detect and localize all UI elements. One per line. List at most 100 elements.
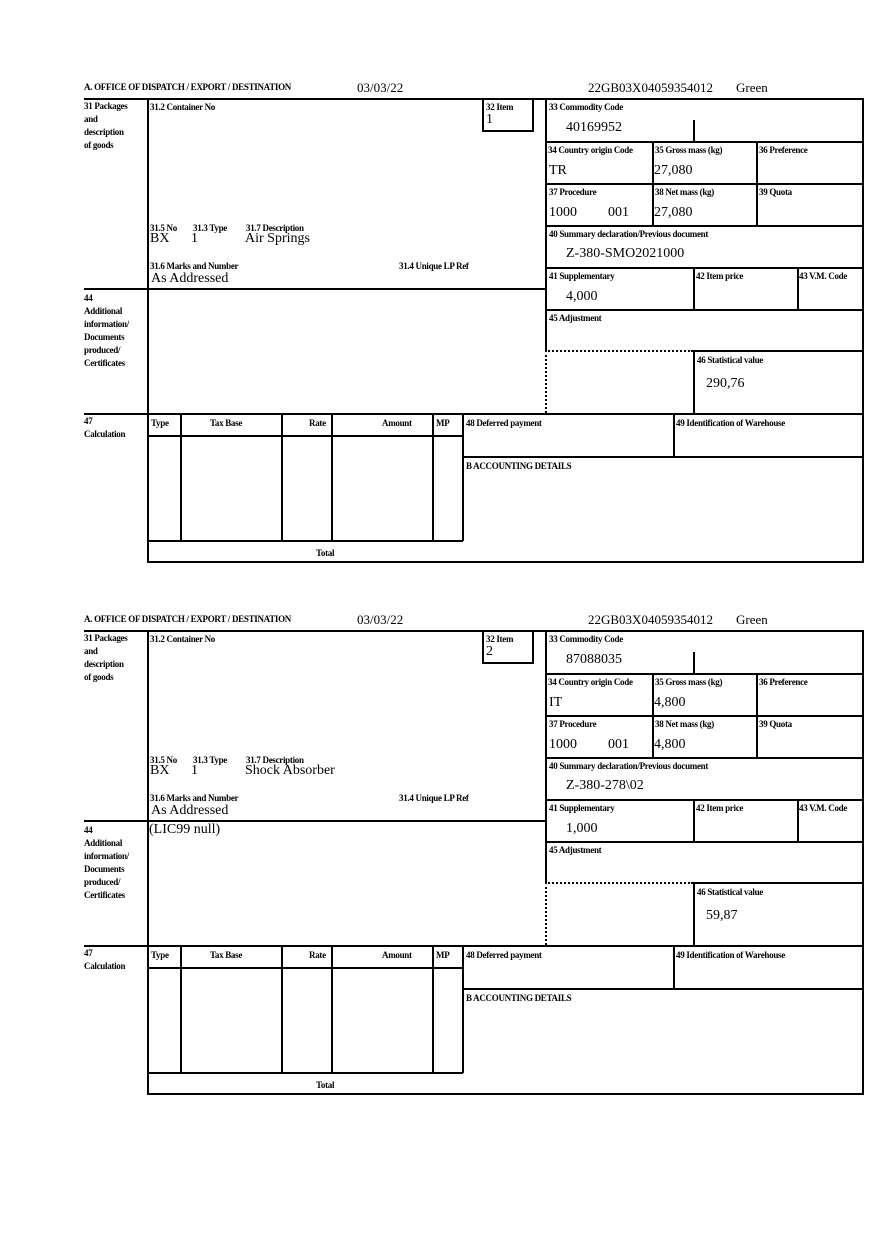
marks-value: As Addressed — [151, 271, 229, 286]
gross-mass-label: 35 Gross mass (kg) — [655, 145, 723, 155]
divider — [693, 350, 862, 352]
divider — [545, 267, 862, 269]
divider — [545, 309, 862, 311]
divider — [862, 630, 864, 1095]
procedure-value: 1000 — [549, 737, 577, 752]
preference-label: 36 Preference — [759, 145, 808, 155]
label-line: produced/ — [84, 345, 121, 355]
calc-col-type: Type — [151, 950, 169, 960]
divider — [693, 799, 695, 841]
label-line: and — [84, 646, 98, 656]
divider — [84, 288, 546, 290]
label-line: description — [84, 127, 124, 137]
label-line: produced/ — [84, 877, 121, 887]
divider — [180, 413, 182, 541]
statistical-value: 59,87 — [706, 908, 738, 923]
item-value: 2 — [486, 644, 493, 659]
net-mass-label: 38 Net mass (kg) — [655, 719, 714, 729]
calc-col-rate: Rate — [309, 418, 326, 428]
item-price-label: 42 Item price — [696, 271, 744, 281]
procedure-ext-value: 001 — [608, 737, 629, 752]
marks-label: 31.6 Marks and Number — [150, 793, 239, 803]
no-label: 31.5 No — [150, 223, 177, 233]
divider — [756, 673, 758, 757]
net-mass-value: 27,080 — [654, 205, 693, 220]
divider — [652, 673, 654, 757]
warehouse-label: 49 Identification of Warehouse — [676, 418, 785, 428]
divider — [545, 757, 862, 759]
supplementary-label: 41 Supplementary — [549, 271, 615, 281]
package-kind-value: BX — [150, 231, 170, 246]
label-line: of goods — [84, 672, 114, 682]
customs-declaration-form: A. OFFICE OF DISPATCH / EXPORT / DESTINA… — [0, 78, 882, 578]
label-line: and — [84, 114, 98, 124]
divider — [147, 1093, 864, 1095]
unique-lp-ref-label: 31.4 Unique LP Ref — [399, 261, 469, 271]
item-label: 32 Item — [486, 102, 514, 112]
divider — [545, 841, 862, 843]
type-label: 31.3 Type — [193, 223, 227, 233]
label-line: Certificates — [84, 358, 125, 368]
divider — [673, 413, 675, 456]
divider — [180, 945, 182, 1073]
divider — [462, 413, 464, 541]
label-line: Additional — [84, 306, 123, 316]
summary-declaration-value: Z-380-278\02 — [566, 778, 644, 793]
divider — [462, 945, 464, 1073]
divider — [462, 988, 862, 990]
calc-col-amount: Amount — [382, 950, 412, 960]
adjustment-label: 45 Adjustment — [549, 845, 602, 855]
label-line: Calculation — [84, 429, 126, 439]
supplementary-value: 1,000 — [566, 821, 598, 836]
commodity-code-label: 33 Commodity Code — [549, 634, 623, 644]
divider — [545, 225, 862, 227]
gross-mass-label: 35 Gross mass (kg) — [655, 677, 723, 687]
divider — [693, 882, 695, 945]
divider — [797, 267, 799, 309]
item-price-label: 42 Item price — [696, 803, 744, 813]
summary-declaration-label: 40 Summary declaration/Previous document — [549, 761, 709, 771]
marks-value: As Addressed — [151, 803, 229, 818]
office-label: A. OFFICE OF DISPATCH / EXPORT / DESTINA… — [84, 82, 292, 92]
label-line: 44 — [84, 825, 93, 835]
divider — [545, 141, 862, 143]
dotted-divider — [545, 882, 547, 945]
container-no-label: 31.2 Container No — [150, 634, 215, 644]
divider — [84, 820, 546, 822]
description-label: 31.7 Description — [246, 223, 304, 233]
divider — [147, 1072, 463, 1074]
item-value: 1 — [486, 112, 493, 127]
divider — [462, 456, 862, 458]
adjustment-label: 45 Adjustment — [549, 313, 602, 323]
date: 03/03/22 — [357, 80, 404, 95]
marks-label: 31.6 Marks and Number — [150, 261, 239, 271]
office-label: A. OFFICE OF DISPATCH / EXPORT / DESTINA… — [84, 614, 292, 624]
supplementary-label: 41 Supplementary — [549, 803, 615, 813]
container-no-label: 31.2 Container No — [150, 102, 215, 112]
route-status: Green — [736, 80, 768, 95]
calc-col-tax-base: Tax Base — [210, 950, 243, 960]
divider — [84, 413, 864, 415]
divider — [331, 945, 333, 1073]
divider — [545, 715, 862, 717]
divider — [545, 98, 547, 350]
summary-declaration-label: 40 Summary declaration/Previous document — [549, 229, 709, 239]
route-status: Green — [736, 612, 768, 627]
no-label: 31.5 No — [150, 755, 177, 765]
divider — [281, 945, 283, 1073]
packages-label: 31 Packages and description of goods — [84, 632, 128, 684]
additional-info-label: 44 Additional information/ Documents pro… — [84, 292, 129, 370]
calculation-label: 47 Calculation — [84, 947, 126, 973]
statistical-value: 290,76 — [706, 376, 745, 391]
divider — [147, 98, 149, 563]
divider — [432, 413, 434, 541]
divider — [693, 120, 695, 141]
label-line: Additional — [84, 838, 123, 848]
divider — [281, 413, 283, 541]
procedure-value: 1000 — [549, 205, 577, 220]
country-origin-value: IT — [549, 695, 563, 710]
calculation-label: 47 Calculation — [84, 415, 126, 441]
divider — [693, 267, 695, 309]
divider — [147, 967, 463, 969]
divider — [147, 540, 463, 542]
